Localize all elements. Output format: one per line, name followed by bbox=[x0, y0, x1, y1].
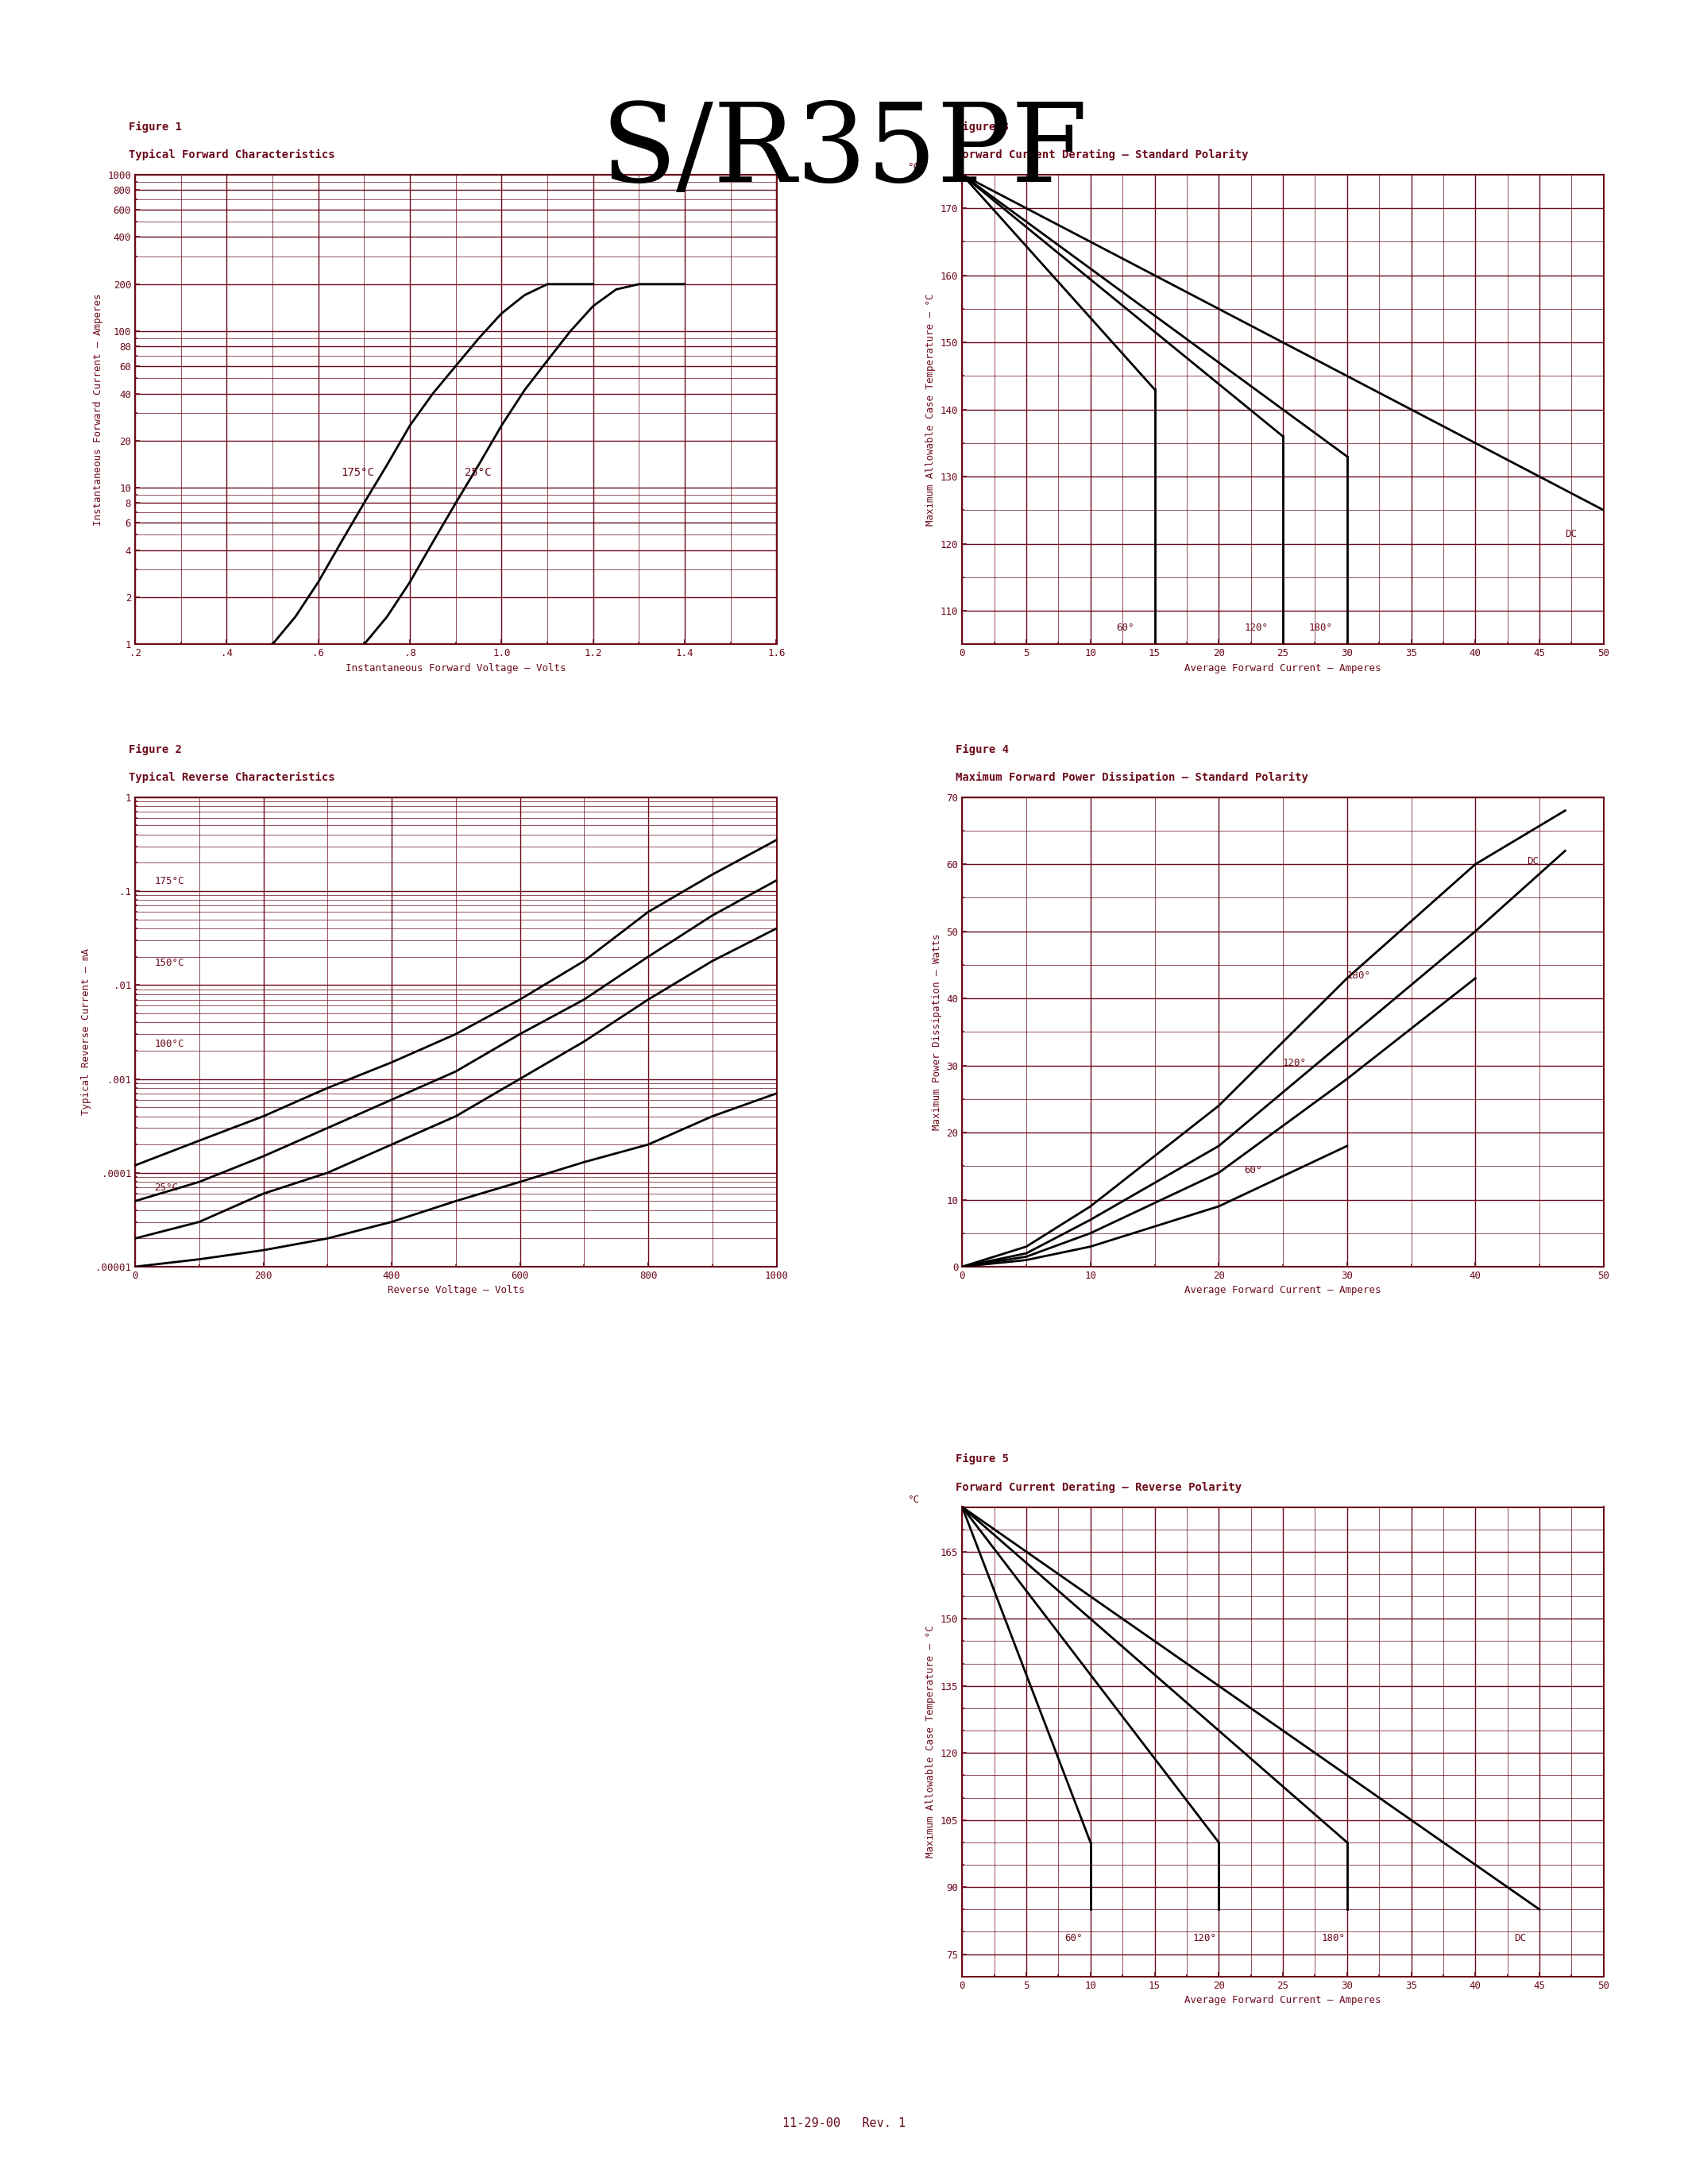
Text: 60°: 60° bbox=[1065, 1933, 1082, 1944]
Text: °C: °C bbox=[908, 1494, 920, 1505]
Text: Figure 3: Figure 3 bbox=[955, 122, 1009, 133]
Text: 60°: 60° bbox=[1244, 1164, 1263, 1175]
Text: Figure 2: Figure 2 bbox=[128, 745, 182, 756]
Text: 175°C: 175°C bbox=[341, 467, 375, 478]
Text: DC: DC bbox=[1514, 1933, 1526, 1944]
Text: 120°: 120° bbox=[1244, 622, 1268, 633]
Text: °C: °C bbox=[908, 162, 920, 173]
Text: Maximum Forward Power Dissipation — Standard Polarity: Maximum Forward Power Dissipation — Stan… bbox=[955, 771, 1308, 784]
Y-axis label: Maximum Allowable Case Temperature — °C: Maximum Allowable Case Temperature — °C bbox=[925, 1625, 937, 1859]
Text: Forward Current Derating — Reverse Polarity: Forward Current Derating — Reverse Polar… bbox=[955, 1481, 1242, 1494]
Text: 150°C: 150°C bbox=[154, 959, 184, 968]
X-axis label: Instantaneous Forward Voltage — Volts: Instantaneous Forward Voltage — Volts bbox=[346, 664, 565, 673]
Text: Typical Forward Characteristics: Typical Forward Characteristics bbox=[128, 149, 334, 162]
X-axis label: Reverse Voltage — Volts: Reverse Voltage — Volts bbox=[387, 1286, 525, 1295]
Y-axis label: Maximum Power Dissipation — Watts: Maximum Power Dissipation — Watts bbox=[932, 935, 942, 1131]
Text: 180°: 180° bbox=[1322, 1933, 1345, 1944]
Y-axis label: Instantaneous Forward Current — Amperes: Instantaneous Forward Current — Amperes bbox=[93, 293, 103, 526]
Text: 180°: 180° bbox=[1347, 970, 1371, 981]
Text: 25°C: 25°C bbox=[464, 467, 491, 478]
Y-axis label: Maximum Allowable Case Temperature — °C: Maximum Allowable Case Temperature — °C bbox=[925, 293, 937, 526]
Text: DC: DC bbox=[1565, 529, 1577, 539]
X-axis label: Average Forward Current — Amperes: Average Forward Current — Amperes bbox=[1185, 1286, 1381, 1295]
Text: Figure 5: Figure 5 bbox=[955, 1455, 1009, 1465]
Text: 25°C: 25°C bbox=[154, 1182, 179, 1192]
Text: Forward Current Derating — Standard Polarity: Forward Current Derating — Standard Pola… bbox=[955, 149, 1249, 162]
Text: S/R35PF: S/R35PF bbox=[601, 98, 1087, 205]
Text: Figure 1: Figure 1 bbox=[128, 122, 182, 133]
X-axis label: Average Forward Current — Amperes: Average Forward Current — Amperes bbox=[1185, 1996, 1381, 2005]
Text: 100°C: 100°C bbox=[154, 1040, 184, 1048]
Text: 175°C: 175°C bbox=[154, 876, 184, 887]
Text: Figure 4: Figure 4 bbox=[955, 745, 1009, 756]
Y-axis label: Typical Reverse Current — mA: Typical Reverse Current — mA bbox=[81, 948, 91, 1116]
Text: 180°: 180° bbox=[1308, 622, 1332, 633]
Text: Typical Reverse Characteristics: Typical Reverse Characteristics bbox=[128, 771, 334, 784]
Text: 120°: 120° bbox=[1193, 1933, 1217, 1944]
Text: DC: DC bbox=[1526, 856, 1538, 867]
Text: 120°: 120° bbox=[1283, 1057, 1307, 1068]
Text: 11-29-00   Rev. 1: 11-29-00 Rev. 1 bbox=[783, 2118, 905, 2129]
X-axis label: Average Forward Current — Amperes: Average Forward Current — Amperes bbox=[1185, 664, 1381, 673]
Text: 60°: 60° bbox=[1116, 622, 1134, 633]
